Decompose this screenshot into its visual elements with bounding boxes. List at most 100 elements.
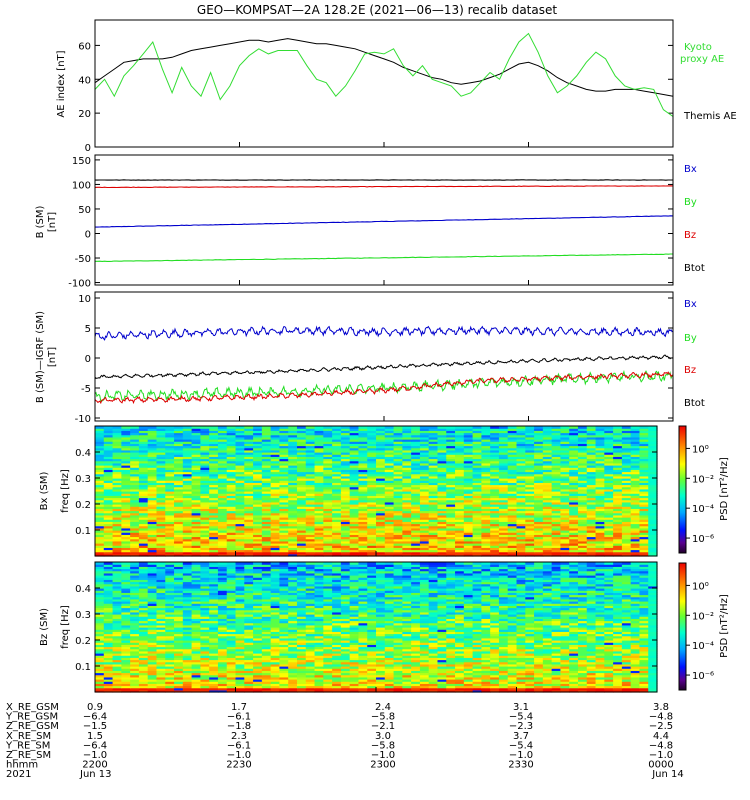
specbx-cell [261,545,272,548]
specbz-cell [95,683,105,687]
specbx-cell [507,480,518,483]
specbz-cell [279,687,289,691]
specbx-cell [569,493,579,496]
specbx-cell [507,428,518,431]
specbz-cell [551,689,562,693]
specbx-cell [147,508,158,512]
specbz-cell [95,672,105,676]
specbx-cell [323,473,333,477]
specbx-cell [542,536,553,540]
specbx-cell [569,434,579,438]
specbx-cell [288,428,298,431]
specbx-cell [138,486,149,490]
specbx-cell [332,504,342,507]
specbz-cell [525,685,535,689]
specbx-cell [147,553,158,557]
specbx-cell [244,454,254,457]
specbx-cell [314,517,324,520]
specbz-cell [332,657,342,661]
specbx-cell [542,547,553,551]
specbx-cell [244,504,254,507]
specbx-cell [402,452,412,455]
specbx-cell [112,495,122,499]
specbz-cell [542,659,553,663]
specbx-cell [586,462,597,466]
specbx-cell [296,510,307,514]
specbx-cell [147,512,158,516]
specbx-cell [393,530,403,533]
specbz-cell [472,670,482,674]
specbx-cell [305,465,316,468]
specbx-cell [112,473,122,477]
specbx-cell [156,510,166,514]
specbx-cell [551,452,562,455]
specbz-cell [393,672,403,676]
specbx-cell [577,543,588,546]
specbx-cell [455,499,465,503]
specbz-cell [437,657,447,661]
specbx-cell [402,551,412,555]
specbx-cell [507,504,518,507]
specbx-cell [604,480,614,483]
specbx-cell [358,447,368,451]
specbx-cell [305,501,316,505]
specbx-cell [209,473,219,477]
specbx-cell [226,456,237,460]
specbx-cell [595,493,605,496]
specbx-cell [516,434,526,438]
specbx-cell [226,551,237,555]
specbx-cell [604,551,614,555]
specbz-cell [323,679,333,682]
specbx-cell [209,504,219,507]
specbx-cell [103,439,114,442]
specbz-cell [516,676,526,680]
specbx-cell [472,443,482,447]
specbx-cell [446,462,456,466]
specbx-cell [209,534,219,538]
specbx-cell [138,545,149,548]
specbx-cell [630,480,641,483]
specbx-cell [253,495,263,499]
specbz-cell [358,672,368,676]
specbx-cell [182,443,193,447]
specbz-cell [490,674,500,678]
specbx-cell [463,430,474,434]
specbx-cell [586,551,597,555]
specbx-cell [103,540,114,544]
specbx-cell [367,497,377,501]
specbx-cell [419,532,430,535]
specbx-cell [226,436,237,440]
specbx-cell [296,547,307,551]
specbx-cell [534,517,544,520]
specbz-cell [648,681,658,684]
specbx-cell [270,497,281,501]
specbx-cell [446,540,456,544]
specbx-cell [525,525,535,529]
specbx-cell [156,495,166,499]
panel-b-igrf-frame [94,291,674,422]
specbz-cell [393,674,403,678]
specbz-cell [384,681,395,684]
specbz-cell [507,689,518,693]
specbx-cell [279,486,289,490]
specbz-cell [244,672,254,676]
specbz-cell [446,674,456,678]
specbx-cell [402,426,412,429]
specbx-cell [323,540,333,544]
specbz-cell [130,668,140,671]
specbx-cell [463,441,474,444]
specbx-cell [586,449,597,453]
specbz-cell [200,666,210,669]
specbx-cell [209,456,219,460]
specbx-cell [437,517,447,520]
specbx-cell [332,517,342,520]
specbx-cell [332,426,342,429]
specbx-cell [279,465,289,468]
specbx-cell [604,525,614,529]
specbx-cell [613,452,623,455]
specbx-cell [121,517,131,520]
specbx-cell [182,469,193,473]
specbx-cell [604,434,614,438]
specbx-cell [463,536,474,540]
specbx-cell [577,527,588,531]
